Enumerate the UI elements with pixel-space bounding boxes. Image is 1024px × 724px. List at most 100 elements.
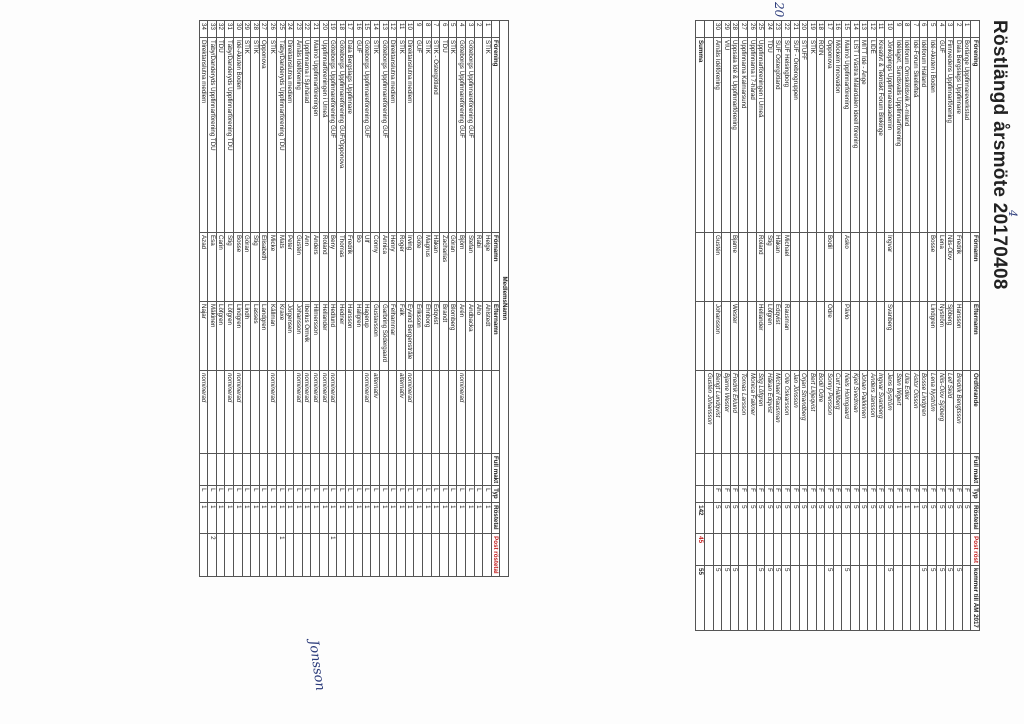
cell-last-name: Sjöberg <box>945 301 954 371</box>
cell-row-number: 28 <box>250 20 260 38</box>
cell-first-name: Peter <box>285 232 294 302</box>
cell-type: L <box>224 485 234 503</box>
cell-attending-2017 <box>833 565 842 631</box>
cell-postal-vote <box>319 533 329 577</box>
cell-association: STIK <box>396 37 406 233</box>
cell-type: L <box>353 485 363 503</box>
cell-vote-count: 1 <box>285 502 294 534</box>
cell-row-number: 27 <box>259 20 268 38</box>
cell-first-name: Rabi <box>474 232 483 302</box>
cell-association: Opponova <box>259 37 268 233</box>
table-row: 30 Åmåls Idéförening Gustén Johansson Bengt … <box>713 20 722 631</box>
cell-full-mandate <box>704 453 714 486</box>
sum-cell-chairman <box>695 370 705 454</box>
cell-last-name <box>704 301 714 371</box>
cell-chairman: Ulla Edler <box>902 370 911 454</box>
table-row: 18 Göteborgs Uppfinnareförening GUF/Oppon… <box>336 20 346 577</box>
cell-association: Täby/Danderyds Uppfinnarförening TDU <box>207 37 217 233</box>
cell-association: TDU <box>216 37 225 233</box>
table2-body: 1 STIK Helge Ahlstedt L 1 2 Rabi Aho L 1 3 Göteborgs… <box>199 20 492 577</box>
table-row: 16 Möckeln Innovation Curt Hallberg F 5 <box>833 20 842 631</box>
cell-association: Uppfinnarföreningen i Umeå <box>319 37 329 233</box>
cell-vote-count: 1 <box>371 502 380 534</box>
cell-nomination <box>465 370 475 454</box>
cell-postal-vote <box>405 533 414 577</box>
cell-chairman: Fredrik Eklund <box>730 370 739 454</box>
cell-last-name: Hedlund <box>328 301 337 371</box>
cell-first-name: Roland <box>756 232 765 302</box>
cell-type: L <box>336 485 346 503</box>
cell-postal-vote <box>910 533 920 566</box>
cell-last-name: Hansson <box>345 301 354 371</box>
cell-type: L <box>371 485 380 503</box>
cell-last-name: Jörgensen <box>285 301 294 371</box>
table2-header-first-name: Förnamn <box>491 232 500 302</box>
cell-attending-2017 <box>910 565 920 631</box>
cell-postal-vote <box>233 533 243 577</box>
cell-attending-2017 <box>704 565 714 631</box>
cell-full-mandate <box>319 453 329 486</box>
table-row: 7 STIK - Östergötland Håkan Edqvist L 1 <box>431 20 440 577</box>
cell-postal-vote <box>259 533 268 577</box>
cell-attending-2017 <box>893 565 903 631</box>
cell-association: Uppfinnarna i 7-härad <box>747 37 757 233</box>
cell-vote-count: 1 <box>267 502 277 534</box>
cell-row-number: 23 <box>293 20 303 38</box>
sum-cell-full-mandate <box>695 453 705 486</box>
cell-full-mandate <box>353 453 363 486</box>
cell-first-name: Anders <box>310 232 320 302</box>
cell-type: F <box>833 485 842 503</box>
cell-chairman: Johan Palkkinen <box>859 370 868 454</box>
table-row: 4 Göteborgs Uppfinnareförening GUF Björn Ar… <box>456 20 466 577</box>
cell-first-name: Ann <box>302 232 311 302</box>
table-row: 14 STIK Conny Gustavsson alternativ L 1 <box>371 20 380 577</box>
cell-association: VIU <box>721 37 731 233</box>
cell-postal-vote <box>953 533 963 566</box>
cell-nomination <box>285 370 294 454</box>
cell-type: L <box>405 485 414 503</box>
cell-type: L <box>276 485 286 503</box>
cell-chairman: Kjell Svedman <box>850 370 860 454</box>
cell-attending-2017 <box>738 565 748 631</box>
handwritten-signature: Jonsson <box>305 639 328 692</box>
cell-first-name <box>790 232 800 302</box>
cell-vote-count: 1 <box>345 502 354 534</box>
cell-first-name: Zacharias <box>439 232 449 302</box>
cell-first-name: Göran <box>448 232 457 302</box>
cell-first-name: Magnus <box>422 232 432 302</box>
cell-last-name: Blomberg <box>448 301 457 371</box>
cell-last-name: Hedner <box>336 301 346 371</box>
cell-full-mandate <box>379 453 389 486</box>
table-row: 12 Direktanslutna medlem Henry Felhammar L 1 <box>388 20 397 577</box>
cell-first-name: Bjarne <box>730 232 739 302</box>
table-row: 7 Idé-Forum Skellefteå Astor Olsson F 1 <box>910 20 920 631</box>
cell-last-name: Felhammar <box>388 301 397 371</box>
cell-association: Malmö Uppfinnarförening <box>842 37 851 233</box>
handwritten-mark-top: 4 <box>1006 210 1019 217</box>
cell-first-name: Göte <box>413 232 423 302</box>
cell-association <box>474 37 483 233</box>
table-row: 8 Idéforum Örnsköldsvik Å-mland Ulla Edler… <box>902 20 911 631</box>
cell-first-name: Helge <box>482 232 492 302</box>
cell-first-name <box>876 232 885 302</box>
cell-association: Direktanslutna medlem <box>388 37 397 233</box>
cell-vote-count: 5 <box>927 502 937 534</box>
cell-chairman: Bengt Lundqvist <box>713 370 722 454</box>
cell-type: F <box>884 485 894 503</box>
cell-type: L <box>362 485 371 503</box>
cell-last-name: Hagerup <box>362 301 371 371</box>
table1-header-last-name: Efternamn <box>970 301 980 371</box>
cell-attending-2017 <box>859 565 868 631</box>
cell-row-number: 19 <box>807 20 817 38</box>
table-row: 12 LIDÉ Anders Jansson F 5 <box>867 20 877 631</box>
cell-nomination: nominerad <box>310 370 320 454</box>
cell-first-name: Bosse <box>927 232 937 302</box>
cell-type: L <box>448 485 457 503</box>
cell-vote-count: 1 <box>199 502 208 534</box>
cell-type: F <box>842 485 851 503</box>
cell-association: Åmåls Idéförening <box>293 37 303 233</box>
cell-association: Malmö Uppfinnarföreningen <box>310 37 320 233</box>
cell-vote-count: 5 <box>738 502 748 534</box>
sum-cell-attending-2017: 55 <box>695 565 705 631</box>
cell-vote-count: 1 <box>893 502 903 534</box>
